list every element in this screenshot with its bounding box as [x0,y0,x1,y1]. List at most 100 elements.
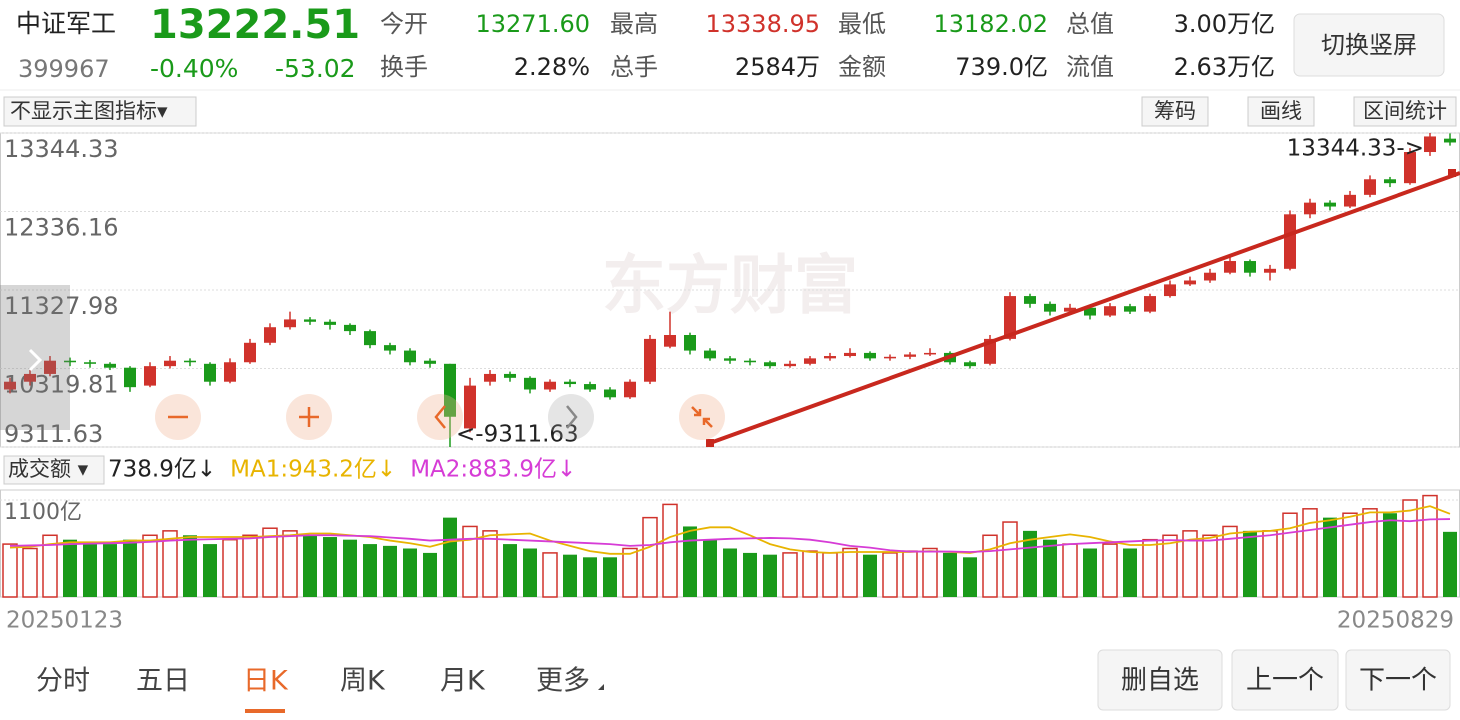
volume-bar [603,557,617,597]
stat-label: 换手 [380,53,428,81]
scroll-left[interactable] [417,394,463,440]
volume-bar [363,544,377,597]
candle-body [344,324,356,332]
stat-value: 13338.95 [705,10,820,38]
volume-bar [1443,531,1457,597]
y-tick-label: 13344.33 [4,135,119,163]
candle-body [704,350,716,359]
tool-button[interactable] [1353,96,1457,127]
candle-body [1064,307,1076,312]
volume-bar [902,550,918,598]
tool-button-label[interactable]: 筹码 [1154,99,1196,123]
volume-bar [1102,543,1118,598]
candle-body [444,363,456,417]
candle-body [844,352,856,357]
volume-bar [1323,517,1337,597]
candle-body [64,360,76,363]
candle-body [1284,214,1296,269]
stat-value: 739.0亿 [955,53,1048,81]
volume-bar [1342,512,1358,598]
candle-body [284,319,296,328]
nav-button-label[interactable]: 上一个 [1246,666,1324,696]
candle-body [44,360,56,374]
period-tab[interactable]: 月K [440,666,486,697]
volume-bar [1182,530,1198,598]
trend-handle[interactable] [1448,169,1456,177]
candle-body [1324,202,1336,207]
stat-value: 2.28% [514,53,590,81]
volume-bar [2,543,18,598]
volume-bar [303,535,317,597]
price: 13222.51 [150,2,360,48]
reset-zoom[interactable] [679,394,725,440]
candle-body [1404,152,1416,184]
volume-bar [922,547,938,598]
rotate-button[interactable] [1293,13,1445,77]
nav-button-label[interactable]: 删自选 [1121,666,1199,696]
nav-button-label[interactable]: 下一个 [1359,666,1437,696]
volume-legend: MA1:943.2亿↓ [230,457,396,483]
candle-body [1004,296,1016,339]
volume-bar [963,557,977,597]
start-date: 20250123 [6,608,123,634]
code: 399967 [18,55,110,83]
period-tab[interactable]: 分时 [36,666,90,697]
candle-body [1424,136,1436,153]
tool-button-label[interactable]: 区间统计 [1363,99,1447,123]
volume-bar [1123,548,1137,597]
volume-select-label[interactable]: 成交额 ▾ [8,457,89,481]
volume-bar [323,537,337,597]
candle-body [184,360,196,363]
period-tab[interactable]: 更多 [536,666,590,697]
tool-button[interactable] [1247,96,1315,127]
candle-body [1184,280,1196,285]
period-tab[interactable]: 周K [340,666,386,697]
period-tab[interactable]: 五日 [136,666,190,697]
candle-body [24,373,36,382]
volume-select[interactable] [3,455,105,485]
y-tick-label: 9311.63 [4,420,103,448]
volume-bar [1402,499,1418,598]
rotate-button-label[interactable]: 切换竖屏 [1321,31,1417,59]
volume-legend: 738.9亿↓ [108,457,216,483]
nav-button[interactable] [1097,649,1223,711]
candle-body [4,381,16,390]
volume-bar [583,557,597,597]
side-handle[interactable] [0,285,70,430]
period-tab[interactable]: 日K [243,666,289,697]
tool-button-label[interactable]: 画线 [1260,99,1302,123]
scroll-right[interactable] [548,394,594,440]
volume-bar [42,534,58,598]
candle-body [144,366,156,386]
trend-handle[interactable] [706,439,714,447]
volume-bar [1083,548,1097,597]
indicator-select-label[interactable]: 不显示主图指标▾ [10,99,168,123]
volume-bar [1362,508,1378,598]
candle-body [384,345,396,351]
candle-body [904,354,916,357]
candle-body [924,352,936,355]
candle-body [424,360,436,364]
tool-button[interactable] [1141,96,1209,127]
nav-button[interactable] [1231,649,1339,711]
scroll-right-icon [566,405,578,429]
volume-bar [183,535,197,597]
candle-body [484,373,496,382]
candle-body [1344,194,1356,207]
candle-body [964,362,976,367]
tab-underline [245,709,285,713]
candle-body [1204,272,1216,281]
y-tick-label: 11327.98 [4,292,119,320]
volume-bar [1243,530,1257,597]
candle-body [84,362,96,364]
candle-body [604,389,616,398]
candle-body [464,385,476,429]
volume-bar [943,552,957,597]
stat-label: 总手 [610,53,658,81]
indicator-select[interactable] [3,96,197,127]
volume-bar [1222,525,1238,598]
candle-body [324,321,336,325]
nav-button[interactable] [1345,649,1451,711]
volume-bar [222,538,238,598]
